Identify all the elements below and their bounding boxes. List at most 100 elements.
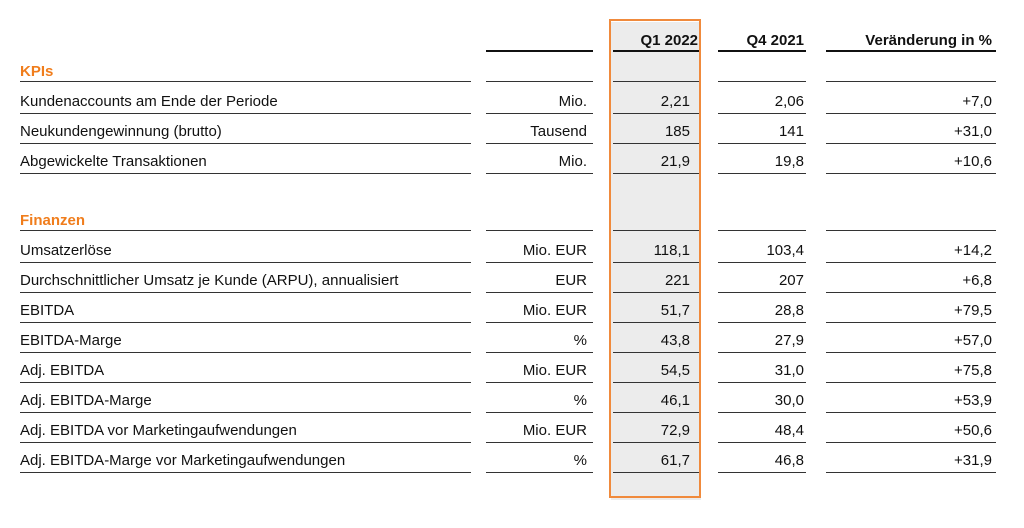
row-underline (613, 143, 699, 144)
row-underline (486, 472, 593, 473)
row-underline (613, 442, 699, 443)
row-change-value: +50,6 (954, 422, 992, 439)
row-underline (486, 262, 593, 263)
row-label: Durchschnittlicher Umsatz je Kunde (ARPU… (20, 272, 399, 289)
row-underline (826, 292, 996, 293)
row-underline (613, 113, 699, 114)
table-row: EBITDA Mio. EUR 51,7 28,8 +79,5 (0, 296, 1024, 325)
row-q1-value: 61,7 (660, 452, 690, 469)
row-q4-value: 48,4 (774, 422, 804, 439)
row-q4-value: 2,06 (774, 93, 804, 110)
row-underline (613, 352, 699, 353)
row-label: Adj. EBITDA-Marge (20, 392, 152, 409)
row-underline (826, 262, 996, 263)
row-underline (20, 352, 471, 353)
row-unit: % (573, 332, 587, 349)
section-underline (826, 230, 996, 231)
row-q1-value: 43,8 (660, 332, 690, 349)
section-title-finanzen: Finanzen (20, 212, 86, 229)
row-underline (826, 173, 996, 174)
row-underline (20, 113, 471, 114)
table-row: Adj. EBITDA-Marge vor Marketingaufwendun… (0, 446, 1024, 475)
row-underline (613, 173, 699, 174)
row-q1-value: 46,1 (660, 392, 690, 409)
row-q1-value: 118,1 (653, 242, 690, 259)
section-underline (486, 81, 593, 82)
row-underline (486, 412, 593, 413)
row-unit: % (573, 452, 587, 469)
row-change-value: +7,0 (962, 93, 992, 110)
row-underline (486, 113, 593, 114)
row-underline (718, 322, 806, 323)
row-underline (613, 382, 699, 383)
row-unit: Mio. EUR (522, 242, 587, 259)
table-row: Adj. EBITDA-Marge% 46,1 30,0 +53,9 (0, 386, 1024, 415)
row-q1-value: 21,9 (660, 153, 690, 170)
table-row: Durchschnittlicher Umsatz je Kunde (ARPU… (0, 266, 1024, 295)
section-underline (486, 230, 593, 231)
row-label: EBITDA (20, 302, 75, 319)
row-q1-value: 72,9 (660, 422, 690, 439)
row-change-value: +10,6 (954, 153, 992, 170)
row-label: Neukundengewinnung (brutto) (20, 123, 222, 140)
row-q1-value: 185 (664, 123, 690, 140)
row-underline (826, 113, 996, 114)
section-underline (20, 81, 471, 82)
row-label: Kundenaccounts am Ende der Periode (20, 93, 278, 110)
row-change-value: +14,2 (954, 242, 992, 259)
row-change-value: +6,8 (962, 272, 992, 289)
row-unit: Tausend (530, 123, 587, 140)
row-unit: EUR (555, 272, 587, 289)
header-q4: Q4 2021 (746, 32, 804, 49)
table-row: Adj. EBITDA vor Marketingaufwendungen Mio… (0, 416, 1024, 445)
table-row: EBITDA-Marge% 43,8 27,9 +57,0 (0, 326, 1024, 355)
table-row: Abgewickelte Transaktionen Mio. 21,9 19,8 +1… (0, 147, 1024, 176)
row-underline (613, 262, 699, 263)
header-change: Veränderung in % (865, 32, 992, 49)
row-change-value: +57,0 (954, 332, 992, 349)
row-underline (718, 352, 806, 353)
table-row: Umsatzerlöse Mio. EUR 118,1 103,4 +14,2 (0, 236, 1024, 265)
row-q4-value: 46,8 (774, 452, 804, 469)
section-underline (613, 81, 699, 82)
row-underline (718, 412, 806, 413)
row-q4-value: 28,8 (774, 302, 804, 319)
row-underline (826, 412, 996, 413)
row-underline (20, 412, 471, 413)
row-underline (486, 322, 593, 323)
row-underline (826, 472, 996, 473)
row-change-value: +31,9 (954, 452, 992, 469)
row-underline (826, 143, 996, 144)
row-underline (613, 322, 699, 323)
row-q4-value: 30,0 (774, 392, 804, 409)
row-underline (718, 292, 806, 293)
row-underline (486, 292, 593, 293)
row-underline (20, 382, 471, 383)
row-underline (20, 292, 471, 293)
row-unit: Mio. EUR (522, 302, 587, 319)
row-unit: Mio. EUR (522, 422, 587, 439)
section-underline (718, 81, 806, 82)
row-underline (826, 442, 996, 443)
row-underline (613, 292, 699, 293)
table-row: Adj. EBITDA Mio. EUR 54,5 31,0 +75,8 (0, 356, 1024, 385)
section-underline (613, 230, 699, 231)
header-underline (826, 50, 996, 52)
header-underline (613, 50, 699, 52)
row-change-value: +31,0 (954, 123, 992, 140)
row-underline (718, 442, 806, 443)
row-label: EBITDA-Marge (20, 332, 122, 349)
row-underline (826, 322, 996, 323)
row-label: Abgewickelte Transaktionen (20, 153, 207, 170)
row-unit: % (573, 392, 587, 409)
row-underline (718, 382, 806, 383)
row-underline (20, 143, 471, 144)
row-underline (718, 173, 806, 174)
row-label: Adj. EBITDA-Marge vor Marketingaufwendun… (20, 452, 346, 469)
header-underline (718, 50, 806, 52)
section-underline (826, 81, 996, 82)
row-q4-value: 103,4 (766, 242, 804, 259)
row-underline (20, 442, 471, 443)
row-q4-value: 207 (778, 272, 804, 289)
row-underline (718, 262, 806, 263)
